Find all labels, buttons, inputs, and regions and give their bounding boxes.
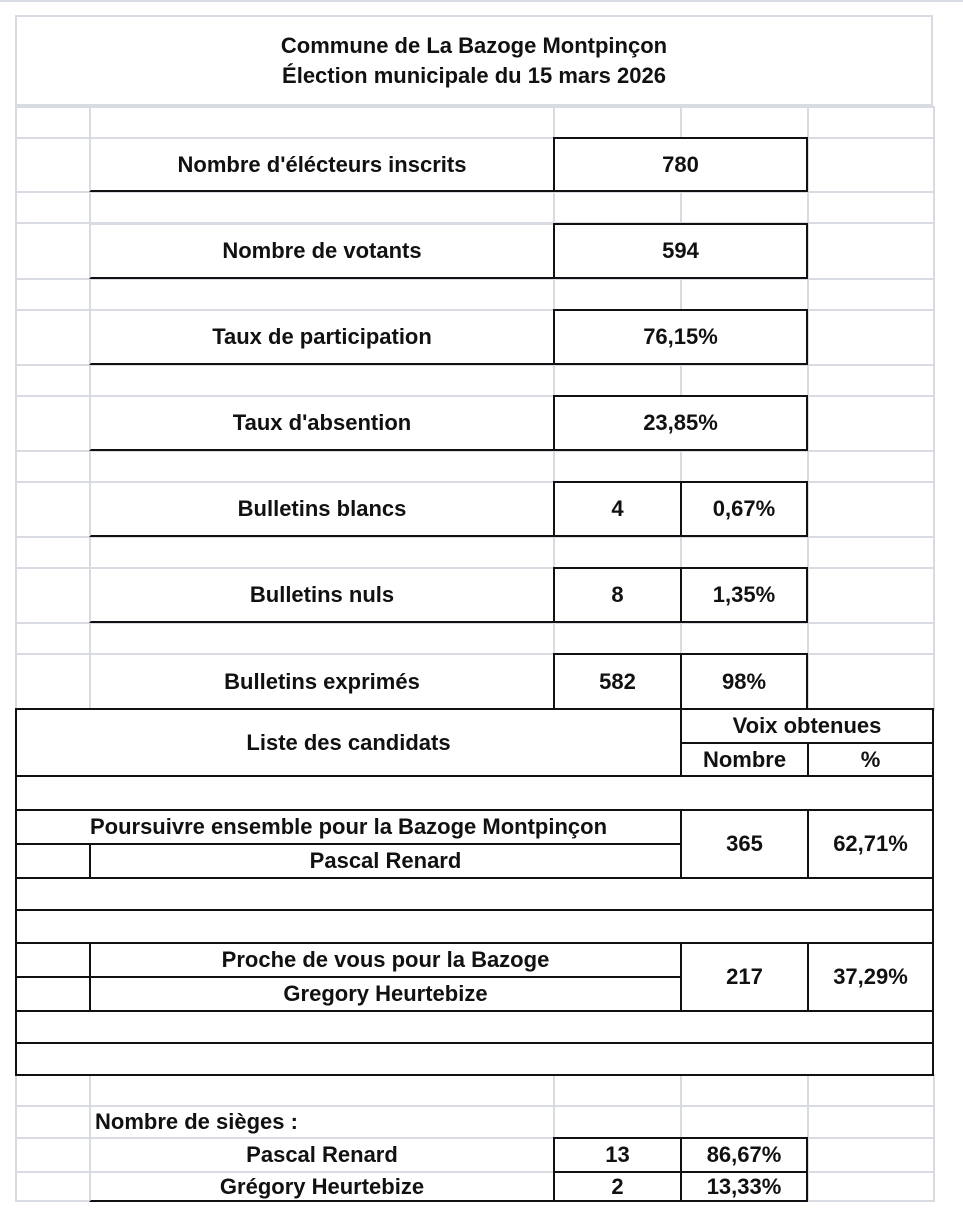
seats-name: Grégory Heurtebize	[89, 1171, 555, 1202]
seats-percent: 13,33%	[680, 1171, 808, 1202]
candidate-votes: 217	[680, 942, 809, 1012]
header-percent: %	[807, 742, 934, 777]
empty-row	[15, 909, 934, 944]
candidate-list-name: Proche de vous pour la Bazoge	[89, 942, 682, 978]
gridline	[15, 191, 935, 193]
title-line-2: Élection municipale du 15 mars 2026	[282, 62, 666, 88]
gridline	[15, 622, 935, 624]
empty-row	[15, 1042, 934, 1076]
gridline	[807, 1074, 809, 1202]
title-line-1: Commune de La Bazoge Montpinçon	[280, 32, 668, 58]
seats-name: Pascal Renard	[89, 1137, 555, 1173]
stat-percent: 98%	[680, 653, 808, 710]
empty-row	[15, 1010, 934, 1044]
candidate-list-name: Poursuivre ensemble pour la Bazoge Montp…	[15, 809, 682, 845]
stat-value: 780	[553, 137, 808, 192]
stat-value: 582	[553, 653, 682, 710]
stat-label: Nombre d'élécteurs inscrits	[89, 137, 555, 192]
candidate-votes: 365	[680, 809, 809, 879]
empty-cell	[15, 843, 91, 879]
stat-percent: 1,35%	[680, 567, 808, 623]
title-cell: Commune de La Bazoge Montpinçon Élection…	[15, 15, 933, 106]
candidate-percent: 62,71%	[807, 809, 934, 879]
stat-value: 8	[553, 567, 682, 623]
gridline	[15, 106, 935, 108]
header-count: Nombre	[680, 742, 809, 777]
candidate-percent: 37,29%	[807, 942, 934, 1012]
stat-value: 76,15%	[553, 309, 808, 365]
empty-row	[15, 877, 934, 911]
gridline	[15, 364, 935, 366]
stat-percent: 0,67%	[680, 481, 808, 537]
header-list: Liste des candidats	[15, 708, 682, 777]
candidate-head: Pascal Renard	[89, 843, 682, 879]
gridline	[15, 1105, 935, 1107]
gridline	[15, 1074, 17, 1202]
gridline	[15, 450, 935, 452]
gridline	[933, 106, 935, 710]
gridline	[15, 536, 935, 538]
seats-label: Nombre de sièges :	[95, 1109, 298, 1134]
stat-value: 23,85%	[553, 395, 808, 451]
gridline	[933, 1074, 935, 1202]
stat-label: Nombre de votants	[89, 223, 555, 279]
empty-cell	[15, 976, 91, 1012]
candidate-head: Gregory Heurtebize	[89, 976, 682, 1012]
gridline	[15, 106, 17, 710]
header-votes: Voix obtenues	[680, 708, 934, 744]
stat-label: Bulletins exprimés	[89, 653, 555, 710]
gridline	[807, 106, 809, 710]
stat-label: Taux d'absention	[89, 395, 555, 451]
empty-cell	[15, 942, 91, 978]
gridline	[15, 278, 935, 280]
empty-row	[15, 775, 934, 811]
stat-value: 594	[553, 223, 808, 279]
seats-count: 13	[553, 1137, 682, 1173]
stat-label: Bulletins blancs	[89, 481, 555, 537]
seats-percent: 86,67%	[680, 1137, 808, 1173]
stat-label: Bulletins nuls	[89, 567, 555, 623]
top-divider	[0, 0, 963, 2]
stat-label: Taux de participation	[89, 309, 555, 365]
seats-count: 2	[553, 1171, 682, 1202]
stat-value: 4	[553, 481, 682, 537]
